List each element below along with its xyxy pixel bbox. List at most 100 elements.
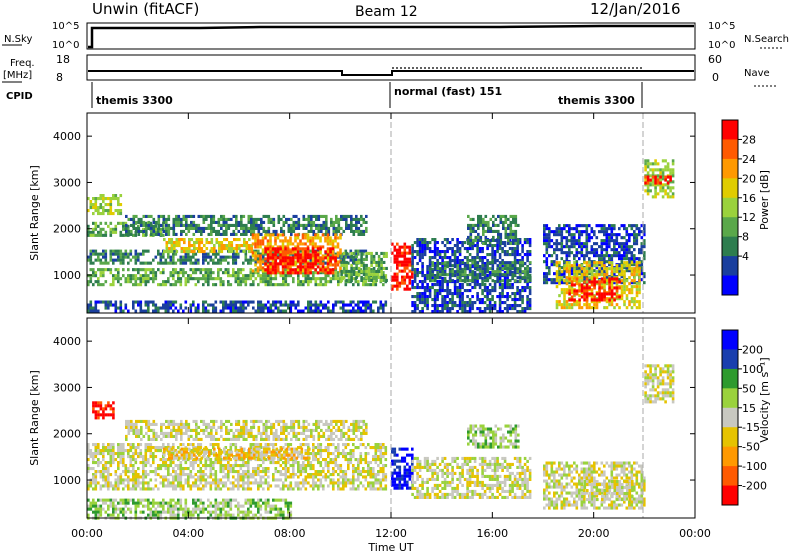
power-cell <box>431 268 434 272</box>
power-cell <box>506 274 509 278</box>
power-cell <box>511 283 514 287</box>
power-cell <box>403 275 407 279</box>
power-cell <box>309 265 312 269</box>
power-cell <box>119 194 123 198</box>
power-cell <box>588 288 591 292</box>
power-cell <box>142 277 145 281</box>
power-cell <box>654 183 657 187</box>
power-cell <box>526 279 530 283</box>
power-cell <box>180 238 184 242</box>
power-cell <box>259 266 262 270</box>
velocity-cell <box>147 473 150 477</box>
power-cell <box>182 258 185 262</box>
power-cell <box>474 238 478 242</box>
power-cell <box>267 283 270 287</box>
power-cell <box>578 306 581 310</box>
power-cell <box>172 223 176 227</box>
power-cell <box>179 306 183 310</box>
power-cell <box>608 224 611 228</box>
velocity-cell <box>97 443 100 447</box>
power-cell <box>289 239 292 243</box>
power-cell <box>646 192 650 196</box>
power-cell <box>370 260 373 264</box>
power-cell <box>192 261 195 265</box>
power-cell <box>429 267 432 271</box>
power-cell <box>499 264 502 268</box>
power-cell <box>580 264 584 268</box>
power-cell <box>177 271 180 275</box>
power-cell <box>125 214 128 218</box>
power-cell <box>488 244 492 248</box>
power-cell <box>613 248 616 252</box>
power-cell <box>548 230 551 234</box>
power-cell <box>464 270 467 274</box>
power-cell <box>593 264 596 268</box>
power-cell <box>514 217 518 221</box>
power-cell <box>276 236 280 240</box>
power-cell <box>630 233 634 237</box>
power-cell <box>568 279 571 283</box>
power-cell <box>350 217 353 221</box>
power-cell <box>266 253 270 257</box>
power-cell <box>168 238 171 242</box>
power-cell <box>513 265 517 269</box>
power-cell <box>349 258 353 262</box>
power-cell <box>439 270 442 274</box>
power-cell <box>379 300 383 304</box>
power-cell <box>314 309 318 313</box>
power-cell <box>159 227 163 231</box>
power-cell <box>608 267 611 271</box>
power-cell <box>474 261 477 265</box>
power-cell <box>279 247 282 251</box>
power-cell <box>314 303 318 307</box>
power-cell <box>426 307 429 311</box>
power-cell <box>202 277 205 281</box>
power-cell <box>306 256 310 260</box>
power-cell <box>277 306 280 310</box>
power-cell <box>428 292 432 296</box>
power-cell <box>279 283 283 287</box>
power-cell <box>493 286 497 290</box>
power-cell <box>234 306 238 310</box>
power-cell <box>514 241 518 245</box>
power-cell <box>506 298 509 302</box>
power-cell <box>262 214 266 218</box>
power-cell <box>512 217 515 221</box>
power-cell <box>570 239 574 243</box>
power-cell <box>330 217 333 221</box>
power-cell <box>307 217 311 221</box>
power-cell <box>210 247 214 251</box>
power-cell <box>235 247 239 251</box>
power-cell <box>307 309 310 313</box>
power-cell <box>237 223 241 227</box>
power-cell <box>509 270 512 274</box>
power-cell <box>406 275 409 279</box>
power-cell <box>496 241 499 245</box>
power-cell <box>393 257 397 261</box>
power-cell <box>119 249 123 253</box>
velocity-cell <box>129 464 133 468</box>
power-cell <box>329 256 332 260</box>
power-cell <box>471 259 474 263</box>
power-cell <box>344 274 348 278</box>
power-cell <box>512 220 515 224</box>
velocity-cell <box>107 404 110 408</box>
power-cell <box>638 285 641 289</box>
power-cell <box>89 274 93 278</box>
power-cell <box>518 310 522 314</box>
power-cell <box>630 306 634 310</box>
power-cell <box>608 227 611 231</box>
power-cell <box>178 238 181 242</box>
power-cell <box>169 300 173 304</box>
power-cell <box>331 247 335 251</box>
power-cell <box>291 262 295 266</box>
power-cell <box>615 277 619 281</box>
power-cell <box>336 245 340 249</box>
power-cell <box>431 264 435 268</box>
velocity-cell <box>99 452 103 456</box>
power-cell <box>104 209 108 213</box>
power-cell <box>573 270 576 274</box>
velocity-heatmap <box>87 364 675 520</box>
power-cell <box>436 292 439 296</box>
power-cell <box>257 217 261 221</box>
